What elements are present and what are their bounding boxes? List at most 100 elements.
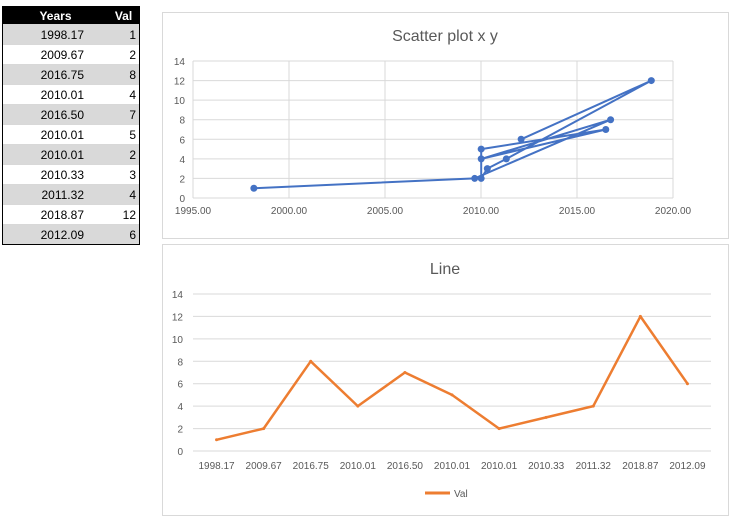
table-row: 2010.01 2 (3, 144, 139, 165)
table-row: 2010.33 3 (3, 164, 139, 185)
legend-label: Val (454, 489, 468, 500)
x-tick-label: 2010.01 (340, 461, 377, 472)
x-tick-label: 2010.01 (434, 461, 471, 472)
data-point (477, 145, 485, 153)
scatter-svg: Scatter plot x y 0 2 4 6 8 10 12 14 1995.00 2000.0… (174, 28, 692, 217)
cell-val[interactable]: 4 (108, 184, 139, 205)
data-point (215, 438, 219, 442)
cell-val[interactable]: 4 (108, 84, 139, 105)
x-tick-label: 2012.09 (669, 461, 706, 472)
data-point (544, 415, 548, 419)
data-point (483, 165, 491, 173)
x-tick-label: 1998.17 (198, 461, 235, 472)
data-point (647, 77, 655, 85)
cell-val[interactable]: 7 (108, 104, 139, 125)
table-row: 2016.50 7 (3, 104, 139, 125)
data-point (517, 135, 525, 143)
cell-years[interactable]: 2010.33 (3, 164, 108, 185)
line-chart[interactable]: Line 0 2 4 6 8 10 12 14 1998.17 2009.67 2016.75 2010… (162, 244, 729, 516)
cell-years[interactable]: 2012.09 (3, 224, 108, 244)
x-tick-label: 2015.00 (559, 206, 596, 217)
scatter-chart[interactable]: Scatter plot x y 0 2 4 6 8 10 12 14 1995.00 2000.0… (162, 12, 729, 239)
table-row: 2011.32 4 (3, 184, 139, 205)
cell-years[interactable]: 2018.87 (3, 204, 108, 225)
cell-val[interactable]: 2 (108, 144, 139, 165)
x-tick-label: 2009.67 (246, 461, 283, 472)
table-row: 2010.01 4 (3, 84, 139, 105)
data-point (477, 155, 485, 163)
cell-years[interactable]: 2010.01 (3, 84, 108, 105)
cell-years[interactable]: 2011.32 (3, 184, 108, 205)
data-table: Years Val 1998.17 1 2009.67 2 2016.75 8 2010.0… (2, 6, 140, 245)
x-tick-label: 2000.00 (271, 206, 308, 217)
table-row: 2010.01 5 (3, 124, 139, 145)
y-tick-label: 6 (179, 135, 185, 146)
y-tick-label: 14 (172, 290, 184, 301)
line-svg: Line 0 2 4 6 8 10 12 14 1998.17 2009.67 2016.75 2010… (172, 261, 711, 500)
y-tick-label: 0 (179, 194, 185, 205)
x-tick-label: 2018.87 (622, 461, 659, 472)
cell-val[interactable]: 6 (108, 224, 139, 244)
y-tick-label: 4 (177, 402, 183, 413)
y-tick-label: 2 (177, 425, 183, 436)
data-point (502, 155, 510, 163)
y-tick-label: 12 (174, 77, 186, 88)
cell-val[interactable]: 2 (108, 44, 139, 65)
cell-years[interactable]: 2010.01 (3, 124, 108, 145)
table-row: 1998.17 1 (3, 24, 139, 45)
y-tick-label: 4 (179, 155, 185, 166)
cell-val[interactable]: 8 (108, 64, 139, 85)
chart-title: Scatter plot x y (392, 28, 498, 45)
data-point (602, 126, 610, 133)
cell-val[interactable]: 5 (108, 124, 139, 145)
table-body: 1998.17 1 2009.67 2 2016.75 8 2010.01 4 2016.50 7… (3, 24, 139, 244)
data-point (356, 404, 360, 408)
series-line (216, 315, 689, 442)
series-line (253, 79, 652, 190)
data-point (471, 174, 479, 182)
header-val[interactable]: Val (108, 7, 139, 25)
x-tick-label: 2010.33 (528, 461, 565, 472)
cell-years[interactable]: 2010.01 (3, 144, 108, 165)
cell-val[interactable]: 3 (108, 164, 139, 185)
y-tick-label: 10 (174, 96, 186, 107)
years-val-table: Years Val 1998.17 1 2009.67 2 2016.75 8 2010.0… (3, 7, 139, 244)
y-tick-label: 8 (179, 116, 185, 127)
y-tick-label: 2 (179, 174, 185, 185)
chart-title: Line (430, 261, 460, 278)
x-tick-label: 2010.00 (463, 206, 500, 217)
x-tick-label: 1995.00 (175, 206, 212, 217)
y-tick-label: 0 (177, 447, 183, 458)
data-point (685, 382, 689, 386)
table-row: 2016.75 8 (3, 64, 139, 85)
data-point (262, 427, 266, 431)
data-point (309, 359, 313, 363)
data-point (477, 174, 485, 182)
data-point (607, 116, 615, 124)
x-tick-label: 2016.75 (293, 461, 330, 472)
x-tick-label: 2011.32 (576, 461, 612, 472)
y-tick-label: 8 (177, 357, 183, 368)
data-point (638, 314, 642, 318)
data-point (591, 404, 595, 408)
x-tick-label: 2016.50 (387, 461, 424, 472)
y-tick-label: 10 (172, 335, 184, 346)
cell-years[interactable]: 1998.17 (3, 24, 108, 45)
header-years[interactable]: Years (3, 7, 108, 25)
x-tick-label: 2020.00 (655, 206, 692, 217)
table-row: 2012.09 6 (3, 224, 139, 244)
y-tick-label: 6 (177, 380, 183, 391)
cell-years[interactable]: 2016.50 (3, 104, 108, 125)
table-row: 2018.87 12 (3, 204, 139, 225)
cell-val[interactable]: 12 (108, 204, 139, 225)
table-header-row: Years Val (3, 7, 139, 25)
x-tick-label: 2010.01 (481, 461, 518, 472)
table-row: 2009.67 2 (3, 44, 139, 65)
cell-years[interactable]: 2009.67 (3, 44, 108, 65)
x-tick-label: 2005.00 (367, 206, 404, 217)
cell-val[interactable]: 1 (108, 24, 139, 45)
data-point (450, 393, 454, 397)
cell-years[interactable]: 2016.75 (3, 64, 108, 85)
y-tick-label: 14 (174, 57, 186, 68)
y-tick-label: 12 (172, 312, 184, 323)
